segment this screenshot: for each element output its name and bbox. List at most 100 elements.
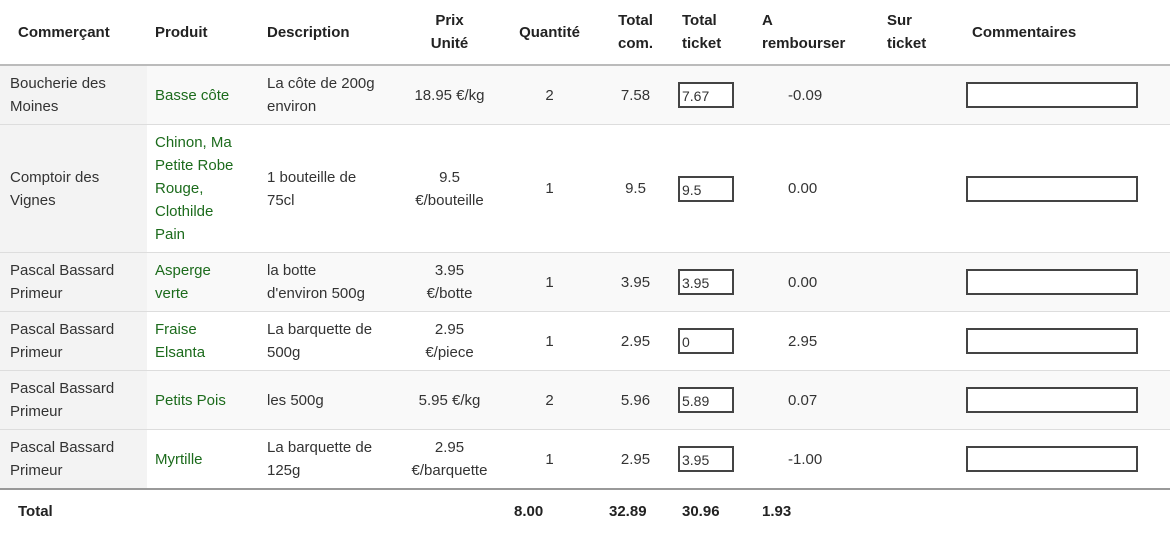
merchant-cell-line: Comptoir des bbox=[10, 168, 100, 186]
on-ticket-cell bbox=[883, 311, 962, 371]
product-cell: Basse côte bbox=[147, 65, 259, 125]
total-ticket-cell bbox=[674, 252, 758, 312]
total-order-cell: 3.95 bbox=[597, 252, 674, 312]
total-ticket-cell bbox=[674, 429, 758, 489]
unit-price-cell: 9.5 €/bouteille bbox=[397, 124, 502, 253]
description-cell-line: La barquette de bbox=[267, 439, 373, 456]
unit-price-cell: 5.95 €/kg bbox=[397, 370, 502, 430]
header-quantity: Quantité bbox=[502, 0, 597, 66]
header-merchant: Commerçant bbox=[0, 0, 147, 66]
product-cell: Myrtille bbox=[147, 429, 259, 489]
header-total-order-line2: com. bbox=[617, 35, 653, 52]
description-cell: La côte de 200g environ bbox=[259, 65, 397, 125]
unit-price-cell-line: 5.95 €/kg bbox=[418, 391, 481, 409]
totals-empty-product bbox=[147, 488, 259, 532]
merchant-cell-line: Primeur bbox=[10, 344, 63, 361]
header-on-ticket-line1: Sur bbox=[887, 12, 913, 29]
comment-input[interactable] bbox=[966, 446, 1138, 472]
product-cell-line: Rouge, bbox=[155, 180, 204, 197]
unit-price-cell-line: 2.95 bbox=[434, 321, 465, 338]
comment-input[interactable] bbox=[966, 387, 1138, 413]
totals-refund: 1.93 bbox=[758, 488, 883, 532]
product-cell-line: verte bbox=[155, 285, 189, 302]
unit-price-cell-line: €/botte bbox=[426, 285, 473, 302]
header-product: Produit bbox=[147, 0, 259, 66]
comment-cell bbox=[962, 252, 1170, 312]
merchant-cell-line: Primeur bbox=[10, 462, 63, 479]
totals-label: Total bbox=[0, 488, 147, 532]
merchant-cell: Comptoir des Vignes bbox=[0, 124, 147, 253]
unit-price-cell: 2.95 €/barquette bbox=[397, 429, 502, 489]
comment-input[interactable] bbox=[966, 82, 1138, 108]
merchant-cell: Pascal Bassard Primeur bbox=[0, 370, 147, 430]
product-cell: Fraise Elsanta bbox=[147, 311, 259, 371]
table-row: Pascal Bassard Primeur Asperge verte la bott… bbox=[0, 252, 1170, 312]
merchant-cell: Pascal Bassard Primeur bbox=[0, 429, 147, 489]
totals-empty-comments bbox=[962, 488, 1170, 532]
header-unit-price-line1: Prix bbox=[435, 12, 464, 29]
product-cell-line: Elsanta bbox=[155, 344, 206, 361]
product-cell-line: Petite Robe bbox=[155, 157, 234, 174]
refund-cell: -1.00 bbox=[758, 429, 883, 489]
comment-input[interactable] bbox=[966, 328, 1138, 354]
totals-empty-unit-price bbox=[397, 488, 502, 532]
totals-row: Total 8.00 32.89 30.96 1.93 bbox=[0, 488, 1170, 532]
order-table: Commerçant Produit Description Prix Unit… bbox=[0, 0, 1170, 532]
header-refund-line2: rembourser bbox=[762, 35, 846, 52]
header-unit-price-line2: Unité bbox=[430, 35, 469, 52]
header-total-ticket: Total ticket bbox=[674, 0, 758, 66]
product-cell-line: Clothilde bbox=[155, 203, 214, 220]
unit-price-cell-line: 2.95 bbox=[434, 439, 465, 456]
description-cell: les 500g bbox=[259, 370, 397, 430]
description-cell: 1 bouteille de 75cl bbox=[259, 124, 397, 253]
comment-cell bbox=[962, 311, 1170, 371]
merchant-cell-line: Vignes bbox=[10, 191, 56, 209]
on-ticket-cell bbox=[883, 252, 962, 312]
total-ticket-input[interactable] bbox=[678, 328, 734, 354]
unit-price-cell-line: 18.95 €/kg bbox=[414, 86, 485, 104]
description-cell-line: La barquette de bbox=[267, 321, 373, 338]
refund-cell: -0.09 bbox=[758, 65, 883, 125]
totals-total-order: 32.89 bbox=[597, 488, 674, 532]
header-description: Description bbox=[259, 0, 397, 66]
header-refund-line1: A bbox=[762, 12, 773, 29]
total-ticket-cell bbox=[674, 124, 758, 253]
total-ticket-input[interactable] bbox=[678, 269, 734, 295]
total-order-cell: 7.58 bbox=[597, 65, 674, 125]
table-row: Pascal Bassard Primeur Petits Pois les 500g… bbox=[0, 370, 1170, 430]
quantity-cell: 1 bbox=[502, 311, 597, 371]
product-cell-line: Pain bbox=[155, 226, 186, 243]
header-unit-price: Prix Unité bbox=[397, 0, 502, 66]
total-order-cell: 2.95 bbox=[597, 311, 674, 371]
product-cell: Chinon, Ma Petite Robe Rouge, Clothilde Pain bbox=[147, 124, 259, 253]
header-total-order: Total com. bbox=[597, 0, 674, 66]
total-ticket-input[interactable] bbox=[678, 82, 734, 108]
description-cell-line: la botte bbox=[267, 262, 317, 279]
totals-empty-on-ticket bbox=[883, 488, 962, 532]
quantity-cell: 1 bbox=[502, 124, 597, 253]
unit-price-cell: 2.95 €/piece bbox=[397, 311, 502, 371]
product-cell-line: Chinon, Ma bbox=[155, 134, 232, 151]
description-cell-line: environ bbox=[267, 98, 317, 115]
quantity-cell: 2 bbox=[502, 370, 597, 430]
total-ticket-input[interactable] bbox=[678, 175, 734, 202]
total-ticket-input[interactable] bbox=[678, 446, 734, 472]
total-ticket-input[interactable] bbox=[678, 387, 734, 413]
header-on-ticket-line2: ticket bbox=[887, 35, 927, 52]
quantity-cell: 1 bbox=[502, 252, 597, 312]
comment-input[interactable] bbox=[966, 269, 1138, 295]
refund-cell: 0.00 bbox=[758, 252, 883, 312]
comment-input[interactable] bbox=[966, 175, 1138, 202]
description-cell-line: 500g bbox=[267, 344, 301, 361]
description-cell-line: 1 bouteille de bbox=[267, 168, 357, 186]
totals-empty-description bbox=[259, 488, 397, 532]
product-cell-line: Petits Pois bbox=[155, 391, 226, 409]
on-ticket-cell bbox=[883, 429, 962, 489]
product-cell: Petits Pois bbox=[147, 370, 259, 430]
table-body: Boucherie des Moines Basse côte La côte de … bbox=[0, 65, 1170, 489]
description-cell-line: d'environ 500g bbox=[267, 285, 365, 302]
on-ticket-cell bbox=[883, 124, 962, 253]
merchant-cell-line: Pascal Bassard bbox=[10, 321, 115, 338]
unit-price-cell-line: €/piece bbox=[425, 344, 474, 361]
on-ticket-cell bbox=[883, 370, 962, 430]
